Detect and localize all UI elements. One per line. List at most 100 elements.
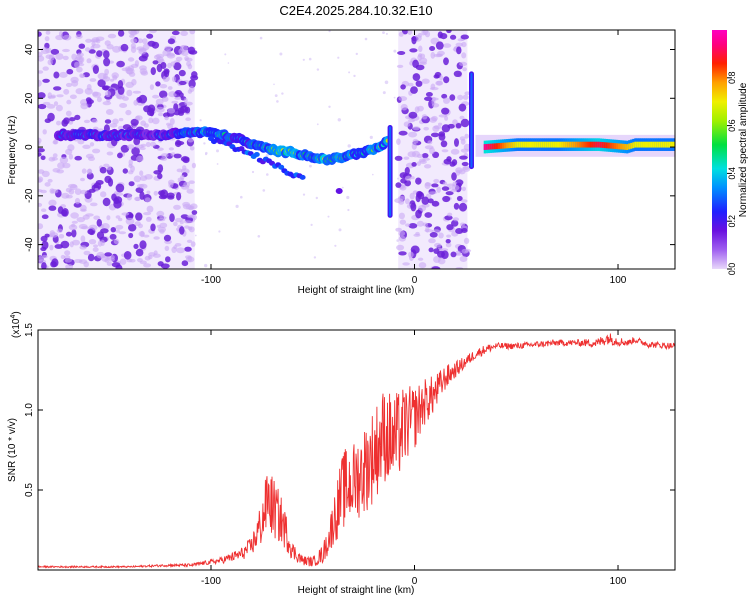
noise-blob (62, 55, 69, 61)
noise-blob (164, 245, 170, 251)
noise-blob (427, 140, 433, 145)
noise-blob (136, 184, 145, 188)
noise-blob (71, 80, 79, 87)
noise-blob (44, 233, 50, 238)
noise-blob (400, 84, 406, 90)
noise-blob (63, 88, 70, 95)
noise-blob (396, 64, 404, 68)
noise-blob (425, 226, 430, 233)
noise-blob (64, 258, 72, 263)
noise-blob (459, 115, 465, 120)
noise-blob (183, 220, 193, 224)
noise-blob (142, 38, 148, 45)
noise-blob (110, 227, 117, 233)
noise-blob (409, 192, 415, 200)
spectrogram-axes: -100 0 100 -40 -20 0 20 40 (24, 30, 675, 286)
spectrogram-panel: -100 0 100 -40 -20 0 20 40 Height of straight l… (7, 29, 676, 296)
tone-core (575, 141, 578, 148)
noise-blob (127, 144, 135, 150)
noise-blob (81, 226, 89, 230)
noise-blob (86, 58, 92, 64)
noise-blob (46, 104, 56, 109)
noise-blob (96, 219, 103, 227)
tone-core (642, 141, 645, 148)
noise-blob (153, 250, 158, 256)
noise-blob (415, 80, 423, 87)
noise-blob (59, 156, 69, 164)
noise-blob (173, 245, 178, 250)
noise-blob (408, 223, 418, 229)
noise-blob (403, 156, 410, 160)
faint-dot (227, 62, 230, 64)
noise-blob (445, 191, 454, 196)
noise-blob (106, 215, 111, 221)
noise-blob (169, 213, 175, 223)
noise-blob (168, 91, 177, 98)
noise-blob (125, 81, 134, 88)
tone-core (632, 142, 635, 149)
noise-blob (63, 255, 71, 259)
noise-blob (83, 250, 91, 256)
noise-blob (450, 148, 460, 155)
noise-blob (189, 146, 195, 151)
faint-dot (240, 195, 243, 199)
noise-blob (107, 178, 114, 187)
faint-dot (315, 196, 318, 200)
snr-frame (37, 329, 676, 571)
noise-blob (74, 188, 82, 195)
tone-core (646, 141, 649, 148)
noise-blob (130, 165, 135, 173)
figure-title: C2E4.2025.284.10.32.E10 (279, 3, 432, 18)
noise-blob (62, 34, 72, 41)
tone-core (626, 144, 629, 150)
noise-blob (122, 168, 128, 174)
tone-core (499, 142, 503, 149)
noise-blob (167, 38, 175, 45)
faint-dot (251, 170, 255, 174)
noise-blob (65, 231, 73, 237)
noise-blob (430, 51, 436, 59)
noise-blob (85, 153, 94, 159)
tone-core (620, 143, 623, 150)
noise-blob (107, 33, 117, 39)
noise-blob (404, 175, 412, 182)
noise-blob (397, 51, 406, 55)
noise-blob (455, 228, 464, 234)
noise-blob (186, 239, 193, 243)
tone-core (552, 141, 556, 148)
faint-dot (218, 230, 221, 233)
noise-blob (80, 74, 86, 78)
noise-blob (80, 235, 86, 243)
tone-core (640, 141, 643, 148)
noise-blob (73, 259, 83, 263)
tone-core (512, 142, 515, 148)
tone-core (636, 141, 639, 148)
noise-blob (97, 79, 106, 88)
noise-blob (87, 253, 95, 262)
faint-dot (337, 56, 340, 59)
noise-blob (42, 129, 47, 135)
noise-blob (398, 31, 404, 37)
colorbar-label: Normalized spectral amplitude (738, 82, 749, 217)
noise-blob (65, 263, 73, 269)
tone-core (542, 141, 546, 148)
noise-blob (77, 139, 85, 145)
faint-dot (327, 215, 330, 218)
noise-blob (38, 31, 42, 37)
noise-blob (96, 251, 105, 259)
tone-core (605, 142, 609, 149)
noise-blob (73, 202, 82, 208)
noise-blob (415, 177, 422, 185)
noise-blob (458, 202, 468, 212)
noise-blob (185, 255, 192, 259)
noise-blob (175, 90, 182, 95)
tone-core (483, 144, 486, 150)
noise-blob (57, 162, 65, 170)
faint-dot (393, 96, 396, 99)
noise-blob (169, 118, 175, 125)
tone-core (589, 141, 592, 148)
tone-core (510, 142, 513, 149)
faint-dot (334, 244, 337, 247)
faint-dot (347, 208, 350, 212)
noise-blob (104, 119, 112, 124)
